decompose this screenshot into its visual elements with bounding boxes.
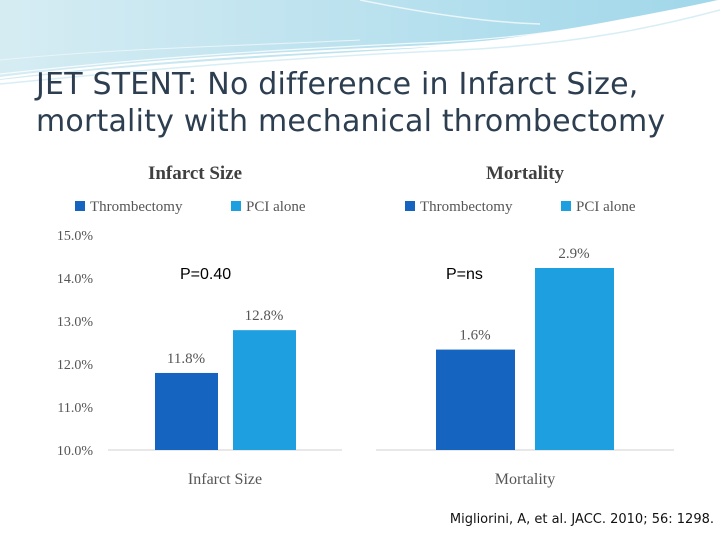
- mortality-chart: Mortality Thrombectomy PCI alone 1.6% 2.…: [376, 163, 674, 488]
- legend-label-thrombectomy: Thrombectomy: [420, 199, 513, 215]
- legend-swatch-thrombectomy: [405, 201, 415, 211]
- bar-thrombectomy-mortality: [436, 349, 515, 450]
- legend-label-pci-alone: PCI alone: [246, 199, 306, 215]
- data-label-pci-alone-mortality: 2.9%: [558, 246, 589, 262]
- legend-swatch-pci-alone: [561, 201, 571, 211]
- x-axis-label-mortality: Mortality: [495, 471, 555, 488]
- x-axis-label-infarct: Infarct Size: [188, 471, 262, 488]
- data-label-thrombectomy-mortality: 1.6%: [459, 328, 490, 344]
- y-tick-label: 13.0%: [57, 315, 94, 330]
- legend-swatch-pci-alone: [231, 201, 241, 211]
- data-label-pci-alone-infarct: 12.8%: [245, 308, 284, 324]
- y-tick-label: 15.0%: [57, 229, 94, 244]
- legend-swatch-thrombectomy: [75, 201, 85, 211]
- bar-pci-alone-infarct: [233, 330, 296, 450]
- y-tick-label: 10.0%: [57, 444, 94, 459]
- p-value-infarct: P=0.40: [180, 266, 231, 283]
- legend-label-pci-alone: PCI alone: [576, 199, 636, 215]
- y-tick-label: 11.0%: [57, 401, 93, 416]
- y-tick-label: 14.0%: [57, 272, 94, 287]
- y-tick-label: 12.0%: [57, 358, 94, 373]
- slide-title: JET STENT: No difference in Infarct Size…: [36, 66, 696, 140]
- bar-thrombectomy-infarct: [155, 372, 218, 450]
- bar-pci-alone-mortality: [535, 268, 614, 450]
- mortality-chart-title: Mortality: [486, 163, 565, 184]
- legend-label-thrombectomy: Thrombectomy: [90, 199, 183, 215]
- title-line-2: mortality with mechanical thrombectomy: [36, 104, 666, 139]
- data-label-thrombectomy-infarct: 11.8%: [167, 351, 205, 367]
- infarct-chart-title: Infarct Size: [148, 163, 242, 184]
- p-value-mortality: P=ns: [446, 266, 483, 283]
- infarct-size-chart: Infarct Size Thrombectomy PCI alone 10.0…: [57, 163, 342, 488]
- title-line-1: JET STENT: No difference in Infarct Size…: [36, 67, 639, 102]
- citation: Migliorini, A, et al. JACC. 2010; 56: 12…: [449, 512, 714, 527]
